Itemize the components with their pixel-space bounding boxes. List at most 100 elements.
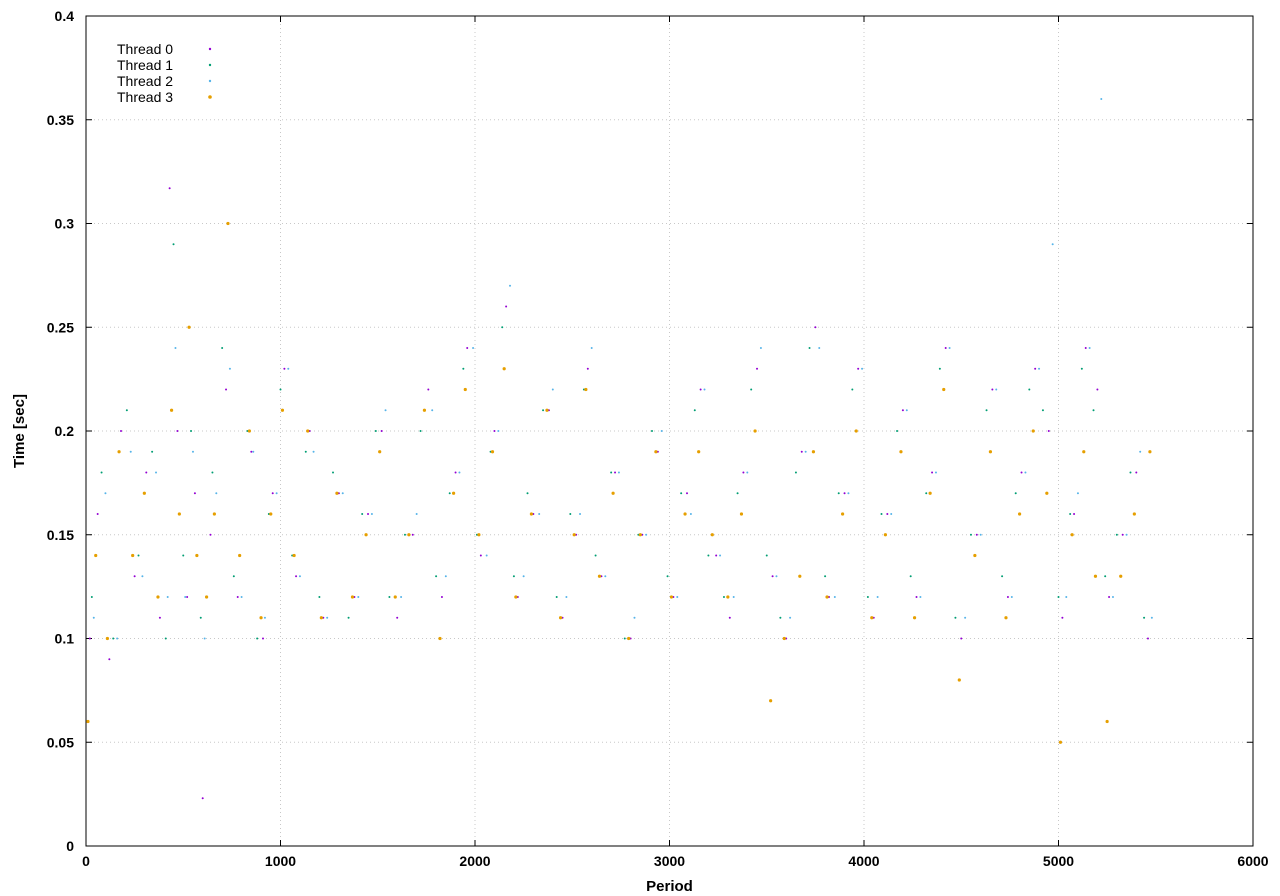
- data-point: [514, 595, 518, 599]
- data-point: [252, 450, 255, 453]
- data-point: [168, 187, 171, 190]
- data-point: [509, 284, 512, 287]
- data-point: [1135, 471, 1138, 474]
- data-point: [347, 616, 350, 619]
- legend-marker: [208, 95, 212, 99]
- data-point: [645, 533, 648, 536]
- data-point: [287, 367, 290, 370]
- data-point: [975, 533, 978, 536]
- data-point: [719, 554, 722, 557]
- data-point: [529, 512, 534, 516]
- data-point: [683, 512, 687, 516]
- data-point: [1125, 533, 1128, 536]
- y-axis-title: Time [sec]: [11, 394, 28, 468]
- data-point: [400, 596, 403, 598]
- data-point: [271, 492, 274, 495]
- data-point: [452, 491, 456, 495]
- data-point: [195, 553, 199, 558]
- data-point: [633, 616, 636, 619]
- data-point: [886, 513, 889, 515]
- grid-lines: [85, 15, 1254, 847]
- data-point: [380, 430, 383, 432]
- legend-marker: [208, 79, 212, 83]
- data-point: [1058, 740, 1063, 744]
- data-point: [1108, 596, 1111, 598]
- x-axis-title: Period: [646, 878, 693, 895]
- data-point: [942, 387, 946, 392]
- data-point: [728, 616, 731, 619]
- data-point: [545, 408, 549, 412]
- data-point: [611, 491, 615, 495]
- data-point: [1020, 471, 1023, 474]
- data-point: [693, 409, 696, 412]
- data-point: [938, 367, 941, 370]
- data-points: [86, 98, 1153, 800]
- data-point: [108, 658, 111, 661]
- data-point: [304, 450, 307, 453]
- data-point: [133, 575, 136, 578]
- data-point: [604, 575, 607, 578]
- y-tick-label: 0.4: [55, 8, 75, 24]
- data-point: [779, 616, 782, 619]
- data-point: [707, 554, 710, 557]
- data-point: [142, 491, 146, 495]
- data-point: [627, 636, 631, 641]
- data-point: [915, 596, 918, 598]
- data-point: [771, 575, 774, 578]
- data-point: [742, 471, 745, 474]
- data-point: [1105, 719, 1109, 724]
- data-point: [558, 616, 563, 620]
- data-point: [666, 575, 669, 578]
- data-point: [292, 553, 296, 558]
- data-point: [191, 450, 194, 453]
- data-point: [522, 575, 525, 578]
- x-tick-label: 0: [82, 853, 90, 869]
- data-point: [841, 512, 845, 516]
- data-point: [176, 430, 179, 432]
- data-point: [542, 409, 545, 412]
- data-point: [411, 533, 414, 536]
- data-point: [203, 637, 206, 640]
- data-point: [201, 797, 204, 800]
- data-point: [680, 492, 683, 495]
- data-point: [794, 471, 797, 474]
- data-point: [769, 699, 773, 703]
- data-point: [617, 471, 620, 474]
- data-point: [472, 347, 475, 349]
- data-point: [610, 471, 613, 474]
- data-point: [96, 513, 99, 515]
- y-tick-label: 0.15: [47, 527, 74, 543]
- data-point: [1061, 616, 1064, 619]
- data-point: [789, 616, 792, 619]
- data-point: [586, 367, 589, 370]
- data-point: [221, 347, 224, 349]
- data-point: [931, 471, 934, 474]
- data-point: [944, 347, 947, 349]
- data-point: [105, 636, 109, 641]
- data-point: [92, 616, 95, 619]
- data-point: [463, 387, 467, 392]
- data-point: [182, 554, 185, 557]
- data-point: [341, 492, 344, 495]
- data-point: [775, 575, 778, 578]
- data-point: [1096, 388, 1099, 391]
- data-point: [415, 513, 418, 515]
- data-point: [335, 491, 339, 495]
- data-point: [866, 596, 869, 598]
- data-point: [538, 513, 541, 515]
- data-point: [880, 513, 883, 515]
- data-point: [909, 575, 912, 578]
- data-point: [638, 533, 642, 537]
- data-point: [228, 367, 231, 370]
- data-point: [393, 595, 397, 599]
- data-point: [1018, 512, 1022, 516]
- data-point: [240, 596, 243, 598]
- data-point: [689, 513, 692, 515]
- data-point: [1121, 533, 1124, 536]
- data-point: [699, 388, 702, 391]
- data-point: [1041, 409, 1044, 412]
- data-point: [1139, 450, 1142, 453]
- data-point: [1014, 492, 1017, 495]
